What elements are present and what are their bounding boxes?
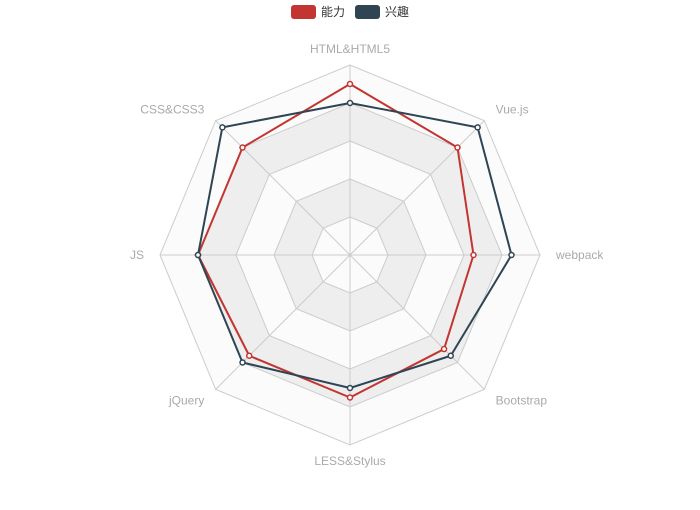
series-1-point-4[interactable] bbox=[440, 345, 448, 353]
series-1-point-8[interactable] bbox=[239, 144, 246, 151]
series-2-point-5[interactable] bbox=[346, 384, 354, 392]
axis-line-2 bbox=[349, 120, 485, 256]
indicator-labels: HTML&HTML5 Vue.js webpack Bootstrap LESS&Sty… bbox=[130, 42, 604, 468]
indicator-label-4: Bootstrap bbox=[496, 394, 548, 408]
series-1-point-6[interactable] bbox=[245, 352, 253, 360]
axis-line-8 bbox=[215, 120, 351, 256]
series-1-point-1[interactable] bbox=[346, 80, 354, 88]
legend-label-2[interactable]: 兴趣 bbox=[385, 4, 409, 19]
legend-label-1[interactable]: 能力 bbox=[321, 5, 345, 19]
series-2[interactable] bbox=[194, 99, 515, 392]
indicator-label-2: Vue.js bbox=[496, 102, 529, 116]
series-group bbox=[194, 80, 515, 401]
series-2-point-3[interactable] bbox=[508, 251, 515, 259]
indicator-label-6: jQuery bbox=[168, 394, 204, 408]
series-1-point-5[interactable] bbox=[346, 394, 354, 401]
indicator-label-3: webpack bbox=[555, 248, 604, 262]
axis-line-6 bbox=[215, 254, 351, 390]
legend-swatch-2[interactable] bbox=[355, 5, 380, 19]
series-2-point-4[interactable] bbox=[447, 352, 455, 360]
series-2-point-2[interactable] bbox=[474, 124, 481, 131]
series-2-point-1[interactable] bbox=[346, 99, 354, 107]
series-2-point-7[interactable] bbox=[194, 251, 202, 259]
series-1-point-3[interactable] bbox=[470, 251, 477, 259]
legend-item-2[interactable]: 兴趣 bbox=[355, 4, 409, 19]
series-2-point-8[interactable] bbox=[219, 124, 226, 131]
legend[interactable]: 能力 兴趣 bbox=[291, 4, 409, 19]
series-2-point-6[interactable] bbox=[239, 359, 246, 366]
indicator-label-7: JS bbox=[130, 248, 144, 262]
series-1-point-2[interactable] bbox=[454, 144, 461, 151]
axis-lines bbox=[160, 65, 540, 445]
indicator-label-1: HTML&HTML5 bbox=[310, 42, 390, 56]
legend-swatch-1[interactable] bbox=[291, 5, 316, 19]
legend-item-1[interactable]: 能力 bbox=[291, 5, 345, 19]
indicator-label-8: CSS&CSS3 bbox=[140, 102, 204, 116]
axis-line-4 bbox=[349, 254, 485, 390]
indicator-label-5: LESS&Stylus bbox=[314, 454, 385, 468]
